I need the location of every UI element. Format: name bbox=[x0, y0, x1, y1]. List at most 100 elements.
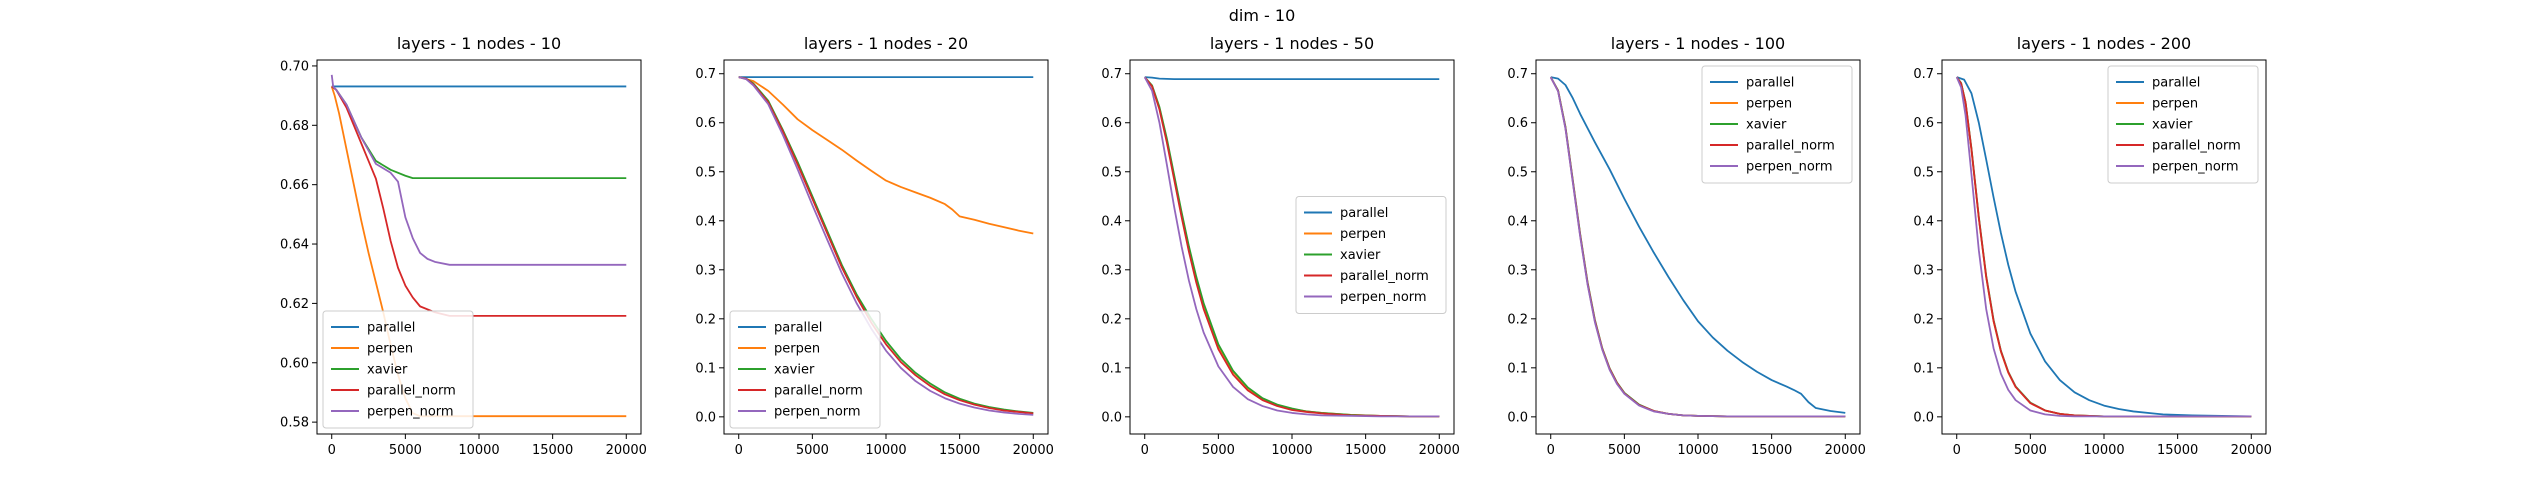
x-tick-label: 5000 bbox=[389, 443, 422, 458]
y-tick-label: 0.1 bbox=[1507, 361, 1528, 376]
legend-label-xavier: xavier bbox=[774, 363, 815, 378]
legend-label-xavier: xavier bbox=[1746, 118, 1787, 133]
x-tick-label: 20000 bbox=[2231, 443, 2272, 458]
x-tick-label: 15000 bbox=[1345, 443, 1386, 458]
y-tick-label: 0.3 bbox=[1101, 263, 1122, 278]
series-lines bbox=[1143, 76, 1440, 418]
y-tick-label: 0.0 bbox=[695, 410, 716, 425]
series-line-perpen bbox=[738, 76, 1034, 235]
y-tick-label: 0.0 bbox=[1101, 410, 1122, 425]
subplot-2: layers - 1 nodes - 20 0 5000 10000 15000 2000… bbox=[695, 34, 1054, 458]
legend-label-parallel-norm: parallel_norm bbox=[2152, 139, 2241, 154]
series-line-perpen-norm bbox=[330, 74, 627, 266]
legend-box bbox=[322, 310, 474, 429]
y-tick-label: 0.6 bbox=[1507, 116, 1528, 131]
legend: parallel perpen xavier parallel_norm perpen_… bbox=[1295, 196, 1447, 314]
subplot-5: layers - 1 nodes - 200 0 5000 10000 15000 200… bbox=[1913, 34, 2272, 458]
legend-label-parallel: parallel bbox=[2152, 76, 2200, 91]
x-tick-label: 5000 bbox=[2014, 443, 2047, 458]
y-tick-label: 0.4 bbox=[1101, 214, 1122, 229]
subplot-4: layers - 1 nodes - 100 0 5000 10000 15000 200… bbox=[1507, 34, 1866, 458]
subplot-title: layers - 1 nodes - 100 bbox=[1611, 34, 1785, 53]
legend-box bbox=[2107, 65, 2259, 184]
series-lines bbox=[1549, 76, 1846, 418]
y-tick-label: 0.3 bbox=[1913, 263, 1934, 278]
y-tick-label: 0.1 bbox=[1101, 361, 1122, 376]
figure-suptitle: dim - 10 bbox=[1229, 6, 1296, 25]
series-line-parallel bbox=[1956, 76, 2252, 418]
subplot-3: layers - 1 nodes - 50 0 5000 10000 15000 2000… bbox=[1101, 34, 1460, 458]
legend: parallel perpen xavier parallel_norm perpen_… bbox=[322, 310, 474, 429]
subplot-title: layers - 1 nodes - 50 bbox=[1210, 34, 1374, 53]
series-line-parallel-norm bbox=[1144, 76, 1440, 418]
x-tick-label: 0 bbox=[735, 443, 743, 458]
y-tick-label: 0.70 bbox=[280, 59, 309, 74]
subplot-grid: layers - 1 nodes - 100 5000 10000 15000 2000… bbox=[280, 34, 2272, 458]
series-line-parallel bbox=[1144, 76, 1440, 81]
y-tick-label: 0.3 bbox=[695, 263, 716, 278]
series-line-perpen-norm bbox=[1549, 76, 1846, 418]
legend-label-perpen: perpen bbox=[1340, 227, 1386, 242]
y-tick-label: 0.66 bbox=[280, 178, 309, 193]
legend: parallel perpen xavier parallel_norm perpen_… bbox=[2107, 65, 2259, 184]
y-tick-label: 0.6 bbox=[1101, 116, 1122, 131]
legend-label-xavier: xavier bbox=[1340, 248, 1381, 263]
y-tick-label: 0.4 bbox=[695, 214, 716, 229]
x-tick-label: 15000 bbox=[1751, 443, 1792, 458]
y-tick-label: 0.1 bbox=[1913, 361, 1934, 376]
y-tick-label: 0.4 bbox=[1913, 214, 1934, 229]
y-tick-label: 0.5 bbox=[695, 165, 716, 180]
y-tick-label: 0.2 bbox=[1101, 312, 1122, 327]
series-line-parallel-norm bbox=[331, 85, 627, 317]
y-tick-label: 0.7 bbox=[1507, 67, 1528, 82]
x-tick-label: 15000 bbox=[532, 443, 573, 458]
subplot-title: layers - 1 nodes - 200 bbox=[2017, 34, 2191, 53]
x-tick-label: 0 bbox=[1547, 443, 1555, 458]
legend-label-perpen: perpen bbox=[774, 342, 820, 357]
x-tick-label: 5000 bbox=[796, 443, 829, 458]
y-tick-label: 0.6 bbox=[695, 116, 716, 131]
legend: parallel perpen xavier parallel_norm perpen_… bbox=[729, 310, 881, 429]
x-tick-label: 10000 bbox=[458, 443, 499, 458]
legend-box bbox=[729, 310, 881, 429]
legend-label-perpen: perpen bbox=[1746, 97, 1792, 112]
series-line-perpen-norm bbox=[1955, 76, 2252, 418]
x-tick-label: 10000 bbox=[2083, 443, 2124, 458]
y-tick-label: 0.7 bbox=[695, 67, 716, 82]
legend-label-parallel: parallel bbox=[1746, 76, 1794, 91]
x-tick-label: 20000 bbox=[1419, 443, 1460, 458]
y-tick-label: 0.4 bbox=[1507, 214, 1528, 229]
y-tick-label: 0.64 bbox=[280, 238, 309, 253]
y-tick-label: 0.62 bbox=[280, 297, 309, 312]
x-tick-label: 20000 bbox=[1013, 443, 1054, 458]
y-tick-label: 0.2 bbox=[1913, 312, 1934, 327]
legend-label-parallel-norm: parallel_norm bbox=[1340, 269, 1429, 284]
x-tick-label: 5000 bbox=[1608, 443, 1641, 458]
x-tick-label: 15000 bbox=[2157, 443, 2198, 458]
y-tick-label: 0.68 bbox=[280, 119, 309, 134]
y-tick-label: 0.1 bbox=[695, 361, 716, 376]
legend-label-perpen-norm: perpen_norm bbox=[367, 405, 454, 420]
legend-label-xavier: xavier bbox=[367, 363, 408, 378]
subplot-title: layers - 1 nodes - 20 bbox=[804, 34, 968, 53]
y-tick-label: 0.0 bbox=[1507, 410, 1528, 425]
y-tick-label: 0.0 bbox=[1913, 410, 1934, 425]
x-tick-label: 10000 bbox=[1677, 443, 1718, 458]
y-tick-label: 0.7 bbox=[1913, 67, 1934, 82]
legend-label-perpen: perpen bbox=[2152, 97, 2198, 112]
legend-label-xavier: xavier bbox=[2152, 118, 2193, 133]
x-tick-label: 20000 bbox=[606, 443, 647, 458]
legend-label-parallel-norm: parallel_norm bbox=[1746, 139, 1835, 154]
y-tick-label: 0.60 bbox=[280, 356, 309, 371]
y-tick-label: 0.7 bbox=[1101, 67, 1122, 82]
legend-label-parallel: parallel bbox=[1340, 206, 1388, 221]
y-tick-label: 0.5 bbox=[1101, 165, 1122, 180]
y-tick-label: 0.5 bbox=[1913, 165, 1934, 180]
legend-label-perpen-norm: perpen_norm bbox=[774, 405, 861, 420]
x-tick-label: 0 bbox=[1141, 443, 1149, 458]
x-tick-label: 10000 bbox=[865, 443, 906, 458]
legend-label-perpen-norm: perpen_norm bbox=[1746, 160, 1833, 175]
subplot-1: layers - 1 nodes - 10 0 5000 10000 15000 2000… bbox=[280, 34, 647, 458]
legend-label-parallel: parallel bbox=[367, 321, 415, 336]
